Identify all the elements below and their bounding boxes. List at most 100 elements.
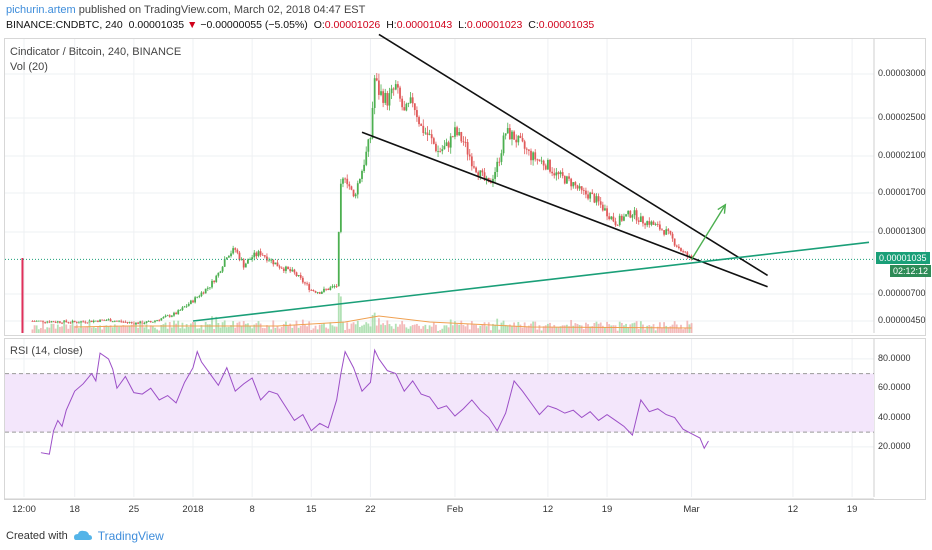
- volume-bar: [339, 296, 342, 333]
- volume-bar: [508, 324, 511, 333]
- volume-bar: [447, 327, 450, 333]
- candle-body: [677, 246, 680, 249]
- candle-body: [272, 259, 275, 265]
- candle-body: [544, 165, 547, 170]
- volume-bar: [31, 329, 34, 333]
- candle-body: [663, 230, 665, 235]
- candle-body: [358, 178, 361, 184]
- candle-body: [437, 151, 439, 152]
- candle-body: [500, 153, 503, 162]
- candle-body: [52, 321, 55, 323]
- time-axis-tick-label: 19: [846, 504, 858, 515]
- candle-body: [658, 224, 661, 230]
- candle-body: [517, 135, 520, 143]
- candle-body: [130, 322, 133, 324]
- volume-bar: [92, 327, 95, 333]
- volume-bar: [401, 320, 404, 333]
- volume-bar: [342, 321, 344, 333]
- candle-body: [504, 133, 507, 136]
- candle-body: [688, 255, 691, 257]
- candle-body: [441, 149, 444, 152]
- volume-bar: [394, 323, 397, 333]
- low-value: 0.00001023: [466, 19, 523, 31]
- candle-body: [473, 166, 475, 168]
- volume-bar: [413, 324, 416, 333]
- volume-bar: [350, 323, 353, 333]
- volume-bar: [236, 322, 239, 333]
- candle-body: [259, 251, 262, 255]
- volume-bar: [479, 325, 482, 333]
- volume-bar: [270, 329, 273, 333]
- volume-bar: [382, 323, 385, 333]
- candle-body: [40, 320, 42, 322]
- volume-bar: [629, 324, 632, 333]
- candle-body: [211, 280, 213, 288]
- volume-bar: [249, 325, 251, 333]
- candle-body: [570, 178, 573, 187]
- candle-body: [94, 320, 97, 322]
- volume-bar: [652, 324, 655, 333]
- volume-bar: [426, 329, 429, 333]
- volume-bar: [572, 325, 575, 333]
- volume-bar: [109, 325, 112, 333]
- volume-bar: [635, 321, 638, 333]
- symbol-label: BINANCE:CNDBTC, 240: [6, 19, 123, 31]
- volume-bar: [544, 325, 547, 333]
- volume-bar: [614, 325, 617, 333]
- volume-bar: [688, 324, 691, 333]
- volume-bar: [667, 327, 670, 333]
- tradingview-brand-link[interactable]: TradingView: [97, 529, 164, 543]
- volume-bar: [669, 326, 672, 333]
- candle-body: [464, 142, 467, 143]
- candle-body: [527, 149, 530, 151]
- volume-bar: [604, 327, 606, 333]
- volume-bar: [50, 323, 53, 333]
- volume-bar: [291, 327, 294, 333]
- wedge-upper-trendline: [378, 33, 769, 277]
- price-axis-tick-label: 0.00000450: [878, 315, 926, 325]
- candle-body: [468, 154, 471, 157]
- volume-bar: [111, 327, 114, 333]
- candle-body: [320, 291, 323, 294]
- time-axis-tick-label: 18: [69, 504, 80, 515]
- candle-body: [71, 320, 74, 323]
- candle-body: [255, 252, 258, 257]
- volume-bar: [549, 322, 551, 333]
- candle-body: [151, 321, 154, 323]
- volume-bar: [458, 324, 461, 333]
- candle-body: [462, 141, 465, 143]
- candle-body: [299, 275, 302, 278]
- candle-body: [69, 322, 72, 324]
- volume-bar: [587, 324, 589, 333]
- candle-body: [394, 84, 397, 90]
- candle-body: [470, 156, 473, 167]
- volume-bar: [198, 328, 201, 333]
- candle-body: [373, 78, 376, 108]
- volume-bar: [437, 330, 439, 333]
- volume-bar: [375, 325, 378, 333]
- author-link[interactable]: pichurin.artem: [6, 4, 76, 16]
- candle-body: [251, 257, 254, 260]
- candle-body: [485, 177, 488, 180]
- volume-bar: [333, 326, 336, 333]
- candle-body: [65, 320, 68, 323]
- candle-body: [44, 322, 47, 324]
- volume-bar: [656, 326, 659, 333]
- volume-bar: [580, 325, 583, 333]
- volume-bar: [126, 326, 129, 333]
- candle-body: [479, 170, 482, 177]
- volume-bar: [78, 328, 80, 333]
- candle-body: [181, 307, 184, 310]
- volume-bar: [194, 322, 197, 333]
- candle-body: [574, 182, 577, 186]
- high-label: H:: [386, 19, 397, 31]
- volume-bar: [487, 322, 490, 333]
- volume-bar: [411, 325, 414, 333]
- volume-bar: [225, 327, 228, 333]
- candle-body: [354, 194, 357, 197]
- volume-bar: [570, 319, 573, 333]
- volume-bar: [230, 325, 232, 333]
- candle-body: [282, 268, 285, 271]
- volume-bar: [517, 321, 520, 333]
